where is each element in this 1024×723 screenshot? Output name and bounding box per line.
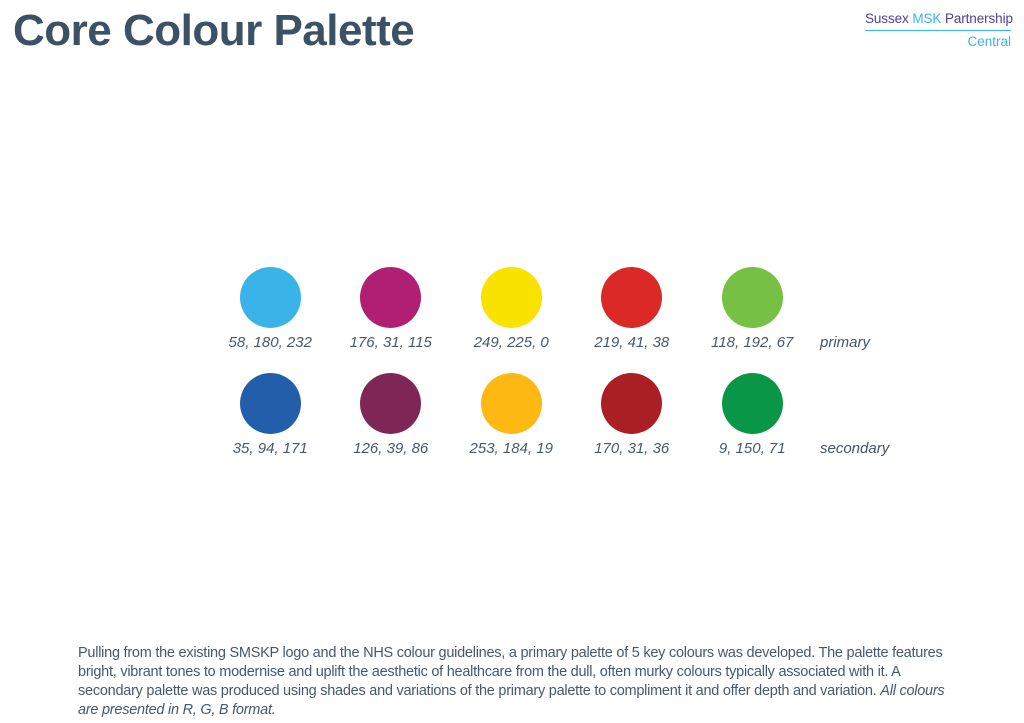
- description-paragraph: Pulling from the existing SMSKP logo and…: [78, 644, 946, 720]
- colour-swatch: 118, 192, 67: [692, 267, 813, 352]
- palette-row-primary: 58, 180, 232 176, 31, 115 249, 225, 0 219, …: [210, 267, 870, 373]
- swatch-list: 35, 94, 171 126, 39, 86 253, 184, 19 170, 3…: [210, 373, 813, 458]
- swatch-rgb-label: 126, 39, 86: [353, 440, 429, 457]
- colour-palette: 58, 180, 232 176, 31, 115 249, 225, 0 219, …: [210, 267, 889, 479]
- swatch-circle: [239, 267, 301, 328]
- swatch-circle: [360, 267, 422, 328]
- swatch-rgb-label: 35, 94, 171: [232, 440, 308, 457]
- colour-swatch: 176, 31, 115: [331, 267, 452, 352]
- colour-swatch: 9, 150, 71: [692, 373, 813, 458]
- logo-brand-line: Sussex MSK Partnership: [865, 11, 1013, 31]
- swatch-rgb-label: 58, 180, 232: [228, 334, 312, 351]
- logo-text-sussex: Sussex: [865, 11, 913, 26]
- colour-swatch: 126, 39, 86: [331, 373, 452, 458]
- colour-swatch: 170, 31, 36: [572, 373, 693, 458]
- logo-text-msk: MSK: [912, 11, 942, 26]
- swatch-circle: [721, 267, 783, 328]
- swatch-circle: [601, 267, 663, 328]
- swatch-rgb-label: 253, 184, 19: [469, 440, 553, 457]
- swatch-rgb-label: 176, 31, 115: [349, 334, 432, 351]
- palette-row-secondary: 35, 94, 171 126, 39, 86 253, 184, 19 170, 3…: [210, 373, 889, 479]
- swatch-circle: [480, 267, 542, 328]
- palette-row-name: primary: [820, 334, 871, 351]
- colour-swatch: 35, 94, 171: [210, 373, 331, 458]
- colour-swatch: 219, 41, 38: [572, 267, 693, 352]
- colour-swatch: 249, 225, 0: [451, 267, 572, 352]
- page-title: Core Colour Palette: [13, 6, 415, 55]
- swatch-rgb-label: 249, 225, 0: [473, 334, 549, 351]
- description-italic-note: All colours are presented in R, G, B for…: [78, 683, 945, 718]
- swatch-circle: [721, 373, 783, 434]
- swatch-rgb-label: 170, 31, 36: [594, 440, 670, 457]
- logo-text-central: Central: [967, 34, 1011, 49]
- description-text: Pulling from the existing SMSKP logo and…: [78, 645, 943, 699]
- logo-text-partnership: Partnership: [941, 11, 1013, 26]
- colour-swatch: 253, 184, 19: [451, 373, 572, 458]
- swatch-circle: [239, 373, 301, 434]
- sussex-msk-partnership-logo: Sussex MSK Partnership Central: [865, 11, 1013, 49]
- swatch-circle: [480, 373, 542, 434]
- swatch-rgb-label: 118, 192, 67: [711, 334, 794, 351]
- swatch-circle: [601, 373, 663, 434]
- swatch-rgb-label: 9, 150, 71: [718, 440, 786, 457]
- swatch-list: 58, 180, 232 176, 31, 115 249, 225, 0 219, …: [210, 267, 813, 352]
- swatch-circle: [360, 373, 422, 434]
- swatch-rgb-label: 219, 41, 38: [594, 334, 670, 351]
- palette-row-name: secondary: [820, 440, 890, 457]
- colour-swatch: 58, 180, 232: [210, 267, 331, 352]
